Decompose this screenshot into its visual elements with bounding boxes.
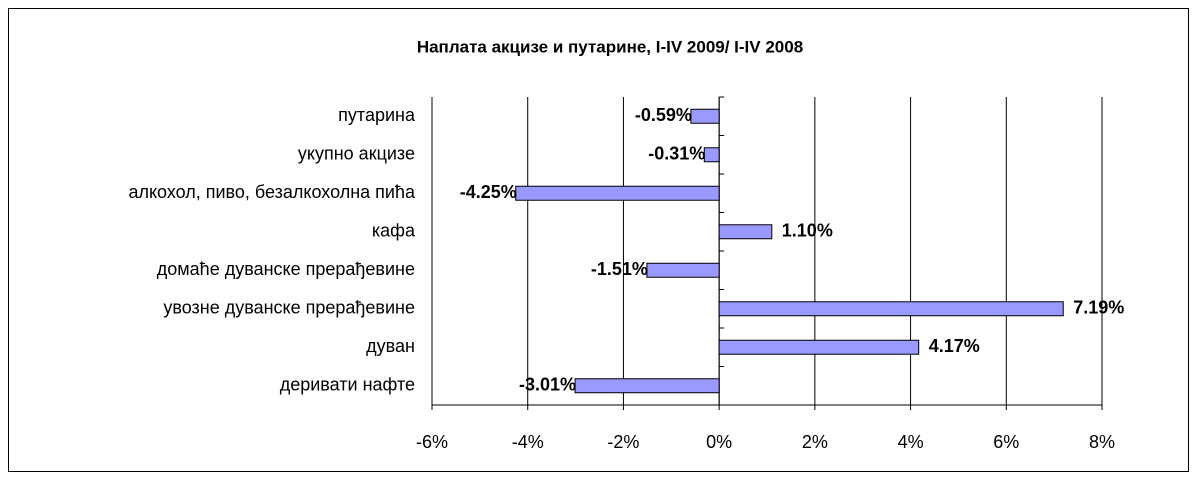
bar	[703, 147, 720, 163]
bar	[718, 224, 773, 240]
x-tick-label: -4%	[512, 432, 544, 452]
y-tick-label: укупно акцизе	[298, 144, 415, 164]
y-tick-label: дуван	[366, 336, 415, 356]
x-tick-label: 4%	[898, 432, 924, 452]
x-tick-label: -2%	[607, 432, 639, 452]
value-label: -0.59%	[635, 105, 692, 125]
value-label: -1.51%	[591, 259, 648, 279]
bar	[515, 185, 720, 201]
chart-border	[8, 8, 1189, 472]
value-label: -3.01%	[519, 375, 576, 395]
chart-title: Наплата акцизе и путарине, I-IV 2009/ I-…	[417, 37, 803, 56]
y-tick-label: путарина	[338, 105, 416, 125]
value-label: 4.17%	[929, 336, 980, 356]
x-tick-label: -6%	[416, 432, 448, 452]
bar	[718, 301, 1064, 317]
x-tick-label: 8%	[1089, 432, 1115, 452]
y-tick-label: домаће дуванске прерађевине	[157, 259, 415, 279]
y-tick-label: кафа	[372, 221, 416, 241]
bar	[690, 108, 720, 124]
value-label: -0.31%	[648, 144, 705, 164]
x-tick-label: 6%	[993, 432, 1019, 452]
x-tick-label: 2%	[802, 432, 828, 452]
value-label: 7.19%	[1073, 298, 1124, 318]
y-tick-label: увозне дуванске прерађевине	[163, 298, 415, 318]
value-label: 1.10%	[782, 221, 833, 241]
bar	[574, 378, 720, 394]
bar	[646, 262, 720, 278]
value-label: -4.25%	[460, 182, 517, 202]
bar	[718, 339, 920, 355]
x-tick-label: 0%	[706, 432, 732, 452]
y-tick-label: алкохол, пиво, безалкохолна пића	[128, 182, 416, 202]
y-tick-label: деривати нафте	[280, 375, 415, 395]
